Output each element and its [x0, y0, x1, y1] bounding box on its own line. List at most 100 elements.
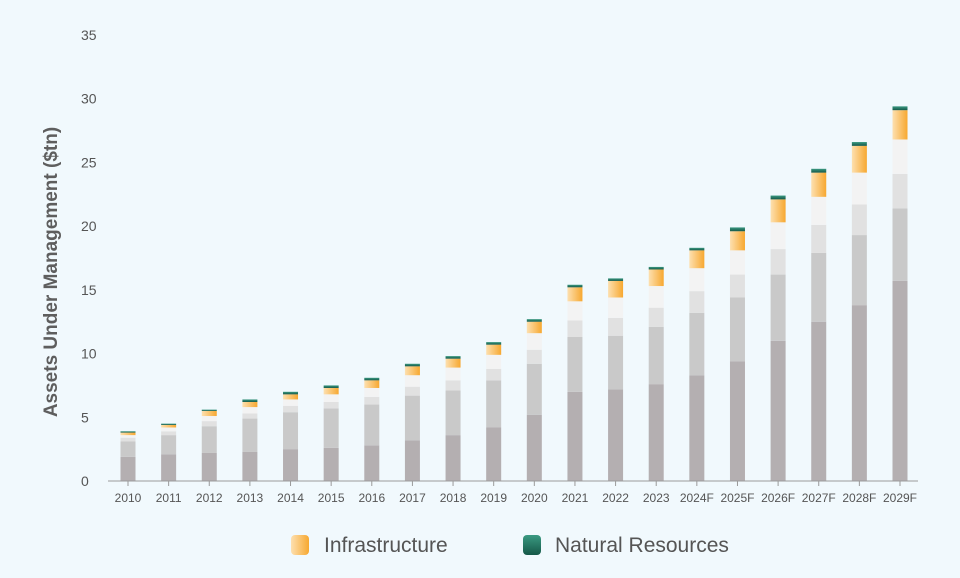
- x-axis-ticks: 2010 2011 2012 2013 2014 2015 2016 2017 2018 2019…: [115, 481, 917, 505]
- bar-segment: [161, 423, 177, 425]
- bar-segment: [404, 395, 420, 441]
- legend-label-natural-resources: Natural Resources: [555, 534, 729, 557]
- legend-item-natural-resources[interactable]: Natural Resources: [523, 534, 729, 557]
- bar-segment: [201, 409, 217, 411]
- bar-stack: [120, 431, 136, 481]
- bar-segment: [526, 363, 542, 415]
- bar-segment: [608, 297, 624, 318]
- bar-segment: [445, 356, 461, 359]
- bar-segment: [608, 335, 624, 390]
- bar-stack: [323, 385, 339, 481]
- x-tick-label: 2028F: [842, 491, 876, 505]
- bar-stack: [486, 342, 502, 481]
- bar-segment: [364, 445, 380, 481]
- legend-swatch-natural-resources: [523, 535, 541, 555]
- bar-segment: [201, 426, 217, 453]
- bar-segment: [323, 447, 339, 481]
- legend-label-infrastructure: Infrastructure: [324, 534, 448, 557]
- bar-segment: [811, 321, 827, 481]
- bar-segment: [120, 435, 136, 438]
- bar-stack: [689, 247, 705, 481]
- bar-segment: [242, 418, 258, 452]
- bar-segment: [608, 280, 624, 298]
- bar-segment: [892, 208, 908, 281]
- y-tick-label: 30: [81, 91, 97, 107]
- bar-segment: [526, 414, 542, 481]
- bar-segment: [404, 366, 420, 376]
- bar-stack: [283, 391, 299, 481]
- bar-segment: [445, 380, 461, 391]
- bar-stack: [404, 363, 420, 481]
- bar-segment: [689, 291, 705, 313]
- bar-segment: [201, 410, 217, 417]
- bar-segment: [648, 266, 664, 270]
- bar-segment: [364, 377, 380, 381]
- bars: [120, 106, 908, 481]
- bar-stack: [811, 168, 827, 481]
- bar-segment: [851, 145, 867, 173]
- x-tick-label: 2022: [602, 491, 629, 505]
- bar-stack: [161, 423, 177, 481]
- x-tick-label: 2020: [521, 491, 548, 505]
- bar-segment: [283, 394, 299, 400]
- bar-segment: [323, 394, 339, 402]
- bar-stack: [608, 278, 624, 481]
- bar-segment: [567, 287, 583, 302]
- bar-segment: [648, 286, 664, 308]
- bar-segment: [364, 387, 380, 397]
- bar-segment: [364, 380, 380, 388]
- bar-segment: [892, 110, 908, 140]
- bar-segment: [648, 384, 664, 481]
- bar-segment: [689, 375, 705, 481]
- bar-segment: [323, 387, 339, 395]
- y-tick-label: 35: [81, 27, 97, 43]
- y-tick-label: 15: [81, 282, 97, 298]
- bar-segment: [770, 249, 786, 275]
- bar-stack: [201, 409, 217, 481]
- x-tick-label: 2029F: [883, 491, 917, 505]
- bar-segment: [648, 307, 664, 327]
- x-tick-label: 2019: [480, 491, 507, 505]
- bar-segment: [283, 449, 299, 481]
- bar-segment: [770, 222, 786, 250]
- bar-segment: [242, 413, 258, 419]
- bar-segment: [851, 142, 867, 146]
- bar-segment: [161, 424, 177, 428]
- y-tick-label: 20: [81, 218, 97, 234]
- bar-segment: [729, 250, 745, 275]
- bar-segment: [161, 427, 177, 432]
- bar-stack: [770, 195, 786, 481]
- legend: Infrastructure Natural Resources: [291, 534, 729, 557]
- x-tick-label: 2021: [562, 491, 589, 505]
- bar-segment: [892, 139, 908, 174]
- y-axis-label: Assets Under Management ($tn): [41, 127, 62, 417]
- bar-segment: [486, 354, 502, 369]
- legend-swatch-infrastructure: [291, 535, 309, 555]
- bar-segment: [404, 386, 420, 396]
- bar-segment: [201, 421, 217, 427]
- bar-segment: [811, 172, 827, 197]
- bar-segment: [283, 399, 299, 406]
- bar-segment: [526, 319, 542, 322]
- x-tick-label: 2014: [277, 491, 304, 505]
- bar-segment: [608, 389, 624, 481]
- bar-segment: [567, 391, 583, 481]
- bar-segment: [120, 431, 136, 433]
- bar-segment: [445, 358, 461, 368]
- bar-segment: [851, 204, 867, 236]
- bar-segment: [486, 368, 502, 381]
- bar-segment: [161, 454, 177, 481]
- bar-segment: [404, 440, 420, 481]
- bar-segment: [729, 274, 745, 298]
- bar-segment: [770, 195, 786, 200]
- bar-segment: [323, 401, 339, 409]
- bar-segment: [486, 344, 502, 355]
- y-tick-label: 5: [81, 409, 89, 425]
- x-tick-label: 2016: [358, 491, 385, 505]
- bar-segment: [892, 173, 908, 209]
- bar-segment: [486, 342, 502, 345]
- legend-item-infrastructure[interactable]: Infrastructure: [291, 534, 448, 557]
- bar-segment: [851, 305, 867, 481]
- bar-segment: [526, 349, 542, 364]
